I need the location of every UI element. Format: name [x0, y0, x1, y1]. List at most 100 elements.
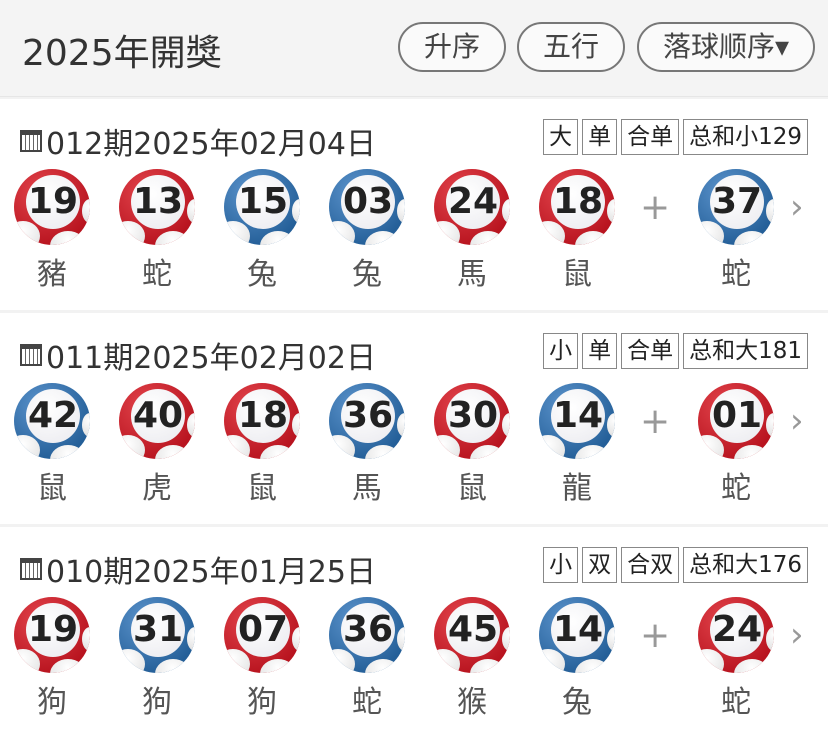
draw-row[interactable]: 011期2025年02月02日 小单合单 总和大181 42 鼠 40 虎 18 鼠 36…: [0, 313, 828, 524]
ball-number: 07: [236, 603, 290, 657]
zodiac-label: 鼠: [457, 471, 487, 506]
draw-tags: 大单合单 总和小129: [543, 119, 808, 155]
plus-icon: +: [640, 615, 671, 656]
number-ball: 19: [14, 597, 90, 673]
ball-number: 36: [341, 389, 395, 443]
zodiac-label: 兔: [352, 257, 382, 292]
number-ball: 40: [119, 383, 195, 459]
draw-tag: 小: [543, 333, 579, 369]
draw-tags: 小双合双 总和大176: [543, 547, 808, 583]
special-ball: 01: [698, 383, 774, 459]
number-ball: 13: [119, 169, 195, 245]
number-ball: 45: [434, 597, 510, 673]
ball-number: 36: [341, 603, 395, 657]
zodiac-label: 兔: [562, 685, 592, 720]
ball-number: 14: [551, 603, 605, 657]
ascending-button[interactable]: 升序: [398, 22, 506, 72]
ball-number: 13: [131, 175, 185, 229]
number-ball: 30: [434, 383, 510, 459]
draw-tag: 单: [582, 333, 618, 369]
calendar-icon: [20, 558, 42, 580]
ball-number: 18: [551, 175, 605, 229]
draw-tag: 总和小129: [683, 119, 808, 155]
zodiac-label: 猴: [457, 685, 487, 720]
ball-number: 45: [446, 603, 500, 657]
ball-number: 15: [236, 175, 290, 229]
zodiac-label: 兔: [247, 257, 277, 292]
number-ball: 36: [329, 597, 405, 673]
ball-number: 03: [341, 175, 395, 229]
zodiac-label: 蛇: [721, 471, 751, 506]
draw-date: 012期2025年02月04日: [20, 119, 376, 163]
calendar-icon: [20, 344, 42, 366]
special-ball: 24: [698, 597, 774, 673]
chevron-right-icon[interactable]: ›: [790, 615, 804, 655]
ball-number: 30: [446, 389, 500, 443]
ball-number: 14: [551, 389, 605, 443]
number-ball: 03: [329, 169, 405, 245]
number-ball: 14: [539, 597, 615, 673]
zodiac-label: 鼠: [562, 257, 592, 292]
draw-row[interactable]: 010期2025年01月25日 小双合双 总和大176 19 狗 31 狗 07 狗 36…: [0, 527, 828, 738]
ball-number: 18: [236, 389, 290, 443]
number-ball: 24: [434, 169, 510, 245]
page-title: 2025年開獎: [22, 33, 222, 74]
draw-tag: 合单: [621, 333, 680, 369]
ball-number: 19: [26, 175, 80, 229]
five-elements-button[interactable]: 五行: [517, 22, 625, 72]
header: 2025年開獎 升序 五行 落球顺序▾: [0, 0, 828, 97]
number-ball: 19: [14, 169, 90, 245]
plus-icon: +: [640, 401, 671, 442]
draw-tag: 双: [582, 547, 618, 583]
draw-tag: 合双: [621, 547, 680, 583]
number-ball: 07: [224, 597, 300, 673]
draw-tag: 小: [543, 547, 579, 583]
ball-number: 42: [26, 389, 80, 443]
draw-tag: 合单: [621, 119, 680, 155]
draw-tag: 大: [543, 119, 579, 155]
draw-tag: 单: [582, 119, 618, 155]
zodiac-label: 鼠: [37, 471, 67, 506]
number-ball: 36: [329, 383, 405, 459]
zodiac-label: 狗: [142, 685, 172, 720]
ball-number: 01: [710, 389, 764, 443]
draw-tag: 总和大181: [683, 333, 808, 369]
zodiac-label: 蛇: [721, 685, 751, 720]
draw-row[interactable]: 012期2025年02月04日 大单合单 总和小129 19 豬 13 蛇 15 兔 03…: [0, 99, 828, 310]
zodiac-label: 鼠: [247, 471, 277, 506]
draw-tags: 小单合单 总和大181: [543, 333, 808, 369]
zodiac-label: 馬: [352, 471, 382, 506]
draw-date-text: 011期2025年02月02日: [46, 341, 376, 376]
number-ball: 18: [539, 169, 615, 245]
zodiac-label: 馬: [457, 257, 487, 292]
ball-number: 31: [131, 603, 185, 657]
number-ball: 42: [14, 383, 90, 459]
zodiac-label: 龍: [562, 471, 592, 506]
zodiac-label: 狗: [247, 685, 277, 720]
calendar-icon: [20, 130, 42, 152]
ball-number: 19: [26, 603, 80, 657]
draw-date-text: 010期2025年01月25日: [46, 555, 376, 590]
ball-number: 40: [131, 389, 185, 443]
number-ball: 18: [224, 383, 300, 459]
number-ball: 15: [224, 169, 300, 245]
special-ball: 37: [698, 169, 774, 245]
zodiac-label: 蛇: [142, 257, 172, 292]
ball-number: 24: [446, 175, 500, 229]
ball-number: 24: [710, 603, 764, 657]
draw-date-text: 012期2025年02月04日: [46, 127, 376, 162]
draw-date: 011期2025年02月02日: [20, 333, 376, 377]
chevron-right-icon[interactable]: ›: [790, 401, 804, 441]
zodiac-label: 豬: [37, 257, 67, 292]
ball-number: 37: [710, 175, 764, 229]
draw-tag: 总和大176: [683, 547, 808, 583]
number-ball: 31: [119, 597, 195, 673]
plus-icon: +: [640, 187, 671, 228]
zodiac-label: 狗: [37, 685, 67, 720]
ball-order-dropdown[interactable]: 落球顺序▾: [637, 22, 815, 72]
draw-date: 010期2025年01月25日: [20, 547, 376, 591]
zodiac-label: 蛇: [721, 257, 751, 292]
number-ball: 14: [539, 383, 615, 459]
chevron-right-icon[interactable]: ›: [790, 187, 804, 227]
zodiac-label: 蛇: [352, 685, 382, 720]
